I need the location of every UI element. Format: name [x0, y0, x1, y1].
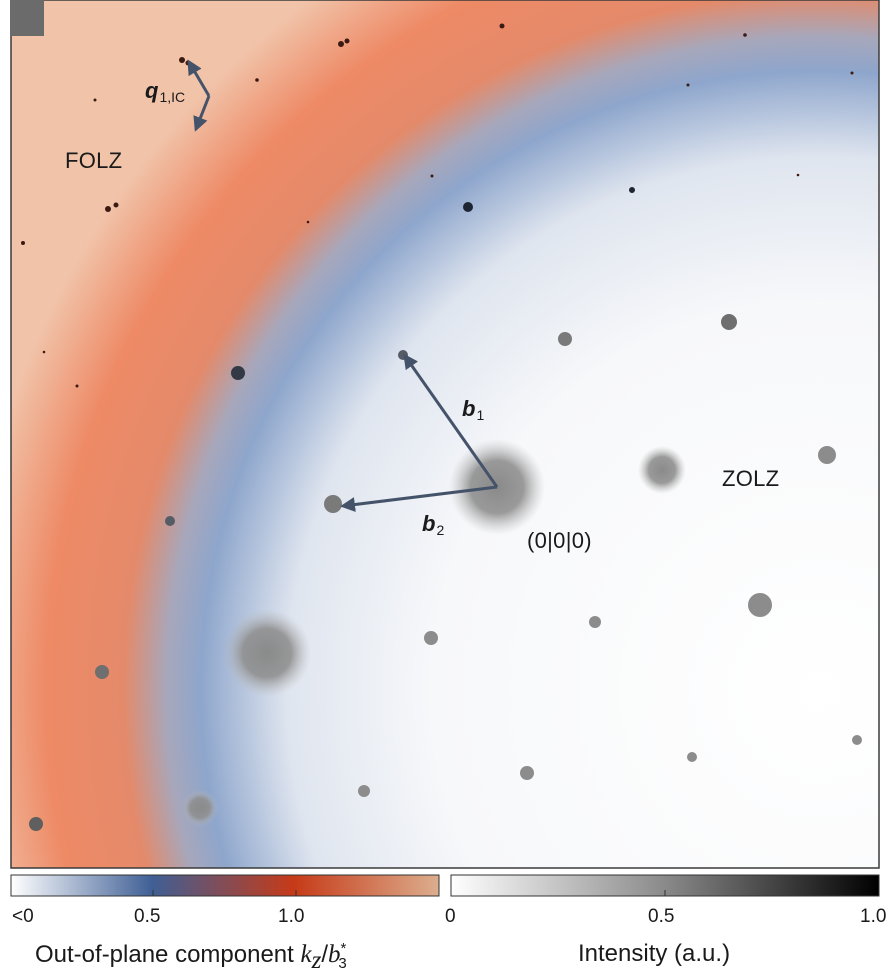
bragg-spot: [748, 593, 772, 617]
b1-label: b1: [462, 396, 484, 423]
bragg-spot: [358, 785, 370, 797]
kz-title-prefix: Out-of-plane component: [35, 941, 301, 968]
bragg-spot: [165, 516, 175, 526]
b2-subscript: 2: [436, 522, 444, 538]
q-label: q1,IC: [145, 78, 185, 105]
bragg-spot: [424, 631, 438, 645]
b1-symbol: b: [462, 396, 475, 421]
kz-title-var-sub: z: [312, 947, 322, 974]
kz-tick-label: 0.5: [134, 906, 160, 928]
folz-spot: [94, 99, 97, 102]
bragg-spot: [589, 616, 601, 628]
folz-spot: [743, 33, 747, 37]
kz-tick-label: 1.0: [278, 906, 304, 928]
folz-spot: [307, 221, 310, 224]
folz-spot: [43, 351, 46, 354]
kz-tick-label: <0: [12, 906, 34, 928]
panel-corner-tab: [11, 0, 44, 36]
bragg-spot: [638, 446, 686, 494]
bragg-spot: [721, 314, 737, 330]
bragg-spot: [95, 665, 109, 679]
folz-spot: [345, 39, 350, 44]
bragg-spot: [231, 366, 245, 380]
kz-colorbar-title: Out-of-plane component kz/b*3: [35, 940, 347, 975]
intensity-tick-label: 1.0: [860, 906, 886, 928]
folz-spot: [797, 174, 800, 177]
folz-spot: [114, 203, 119, 208]
folz-spot: [76, 385, 79, 388]
bragg-spot: [463, 202, 473, 212]
bragg-spot: [223, 609, 311, 697]
zolz-label: ZOLZ: [722, 466, 779, 492]
bragg-spot: [687, 752, 697, 762]
intensity-tick-label: 0: [445, 906, 456, 928]
b2-symbol: b: [422, 511, 435, 536]
q-symbol: q: [145, 78, 158, 103]
folz-spot: [21, 241, 25, 245]
bragg-spot: [520, 766, 534, 780]
kz-title-den-sub: 3: [338, 955, 346, 972]
bragg-spot: [629, 187, 635, 193]
folz-spot: [179, 57, 185, 63]
folz-spot: [851, 72, 854, 75]
bragg-spot: [558, 332, 572, 346]
kz-title-sep: /: [321, 941, 328, 968]
bragg-spot: [182, 790, 218, 826]
b1-subscript: 1: [476, 407, 484, 423]
bragg-spot: [818, 446, 836, 464]
kz-title-var: k: [301, 941, 312, 968]
b2-label: b2: [422, 511, 444, 538]
origin-label: (0|0|0): [527, 528, 592, 554]
bragg-spot: [852, 735, 862, 745]
q-subscript: 1,IC: [159, 89, 185, 105]
bragg-spot: [29, 817, 43, 831]
intensity-tick-label: 0.5: [648, 906, 674, 928]
folz-spot: [338, 41, 344, 47]
folz-spot: [500, 24, 505, 29]
folz-label: FOLZ: [65, 148, 122, 174]
kz-colorbar: [11, 875, 439, 896]
folz-spot: [255, 78, 259, 82]
pattern-background: [11, 0, 879, 868]
intensity-colorbar-title: Intensity (a.u.): [578, 940, 730, 968]
bragg-spot: [324, 495, 342, 513]
folz-spot: [431, 175, 434, 178]
folz-spot: [687, 84, 690, 87]
folz-spot: [105, 206, 111, 212]
